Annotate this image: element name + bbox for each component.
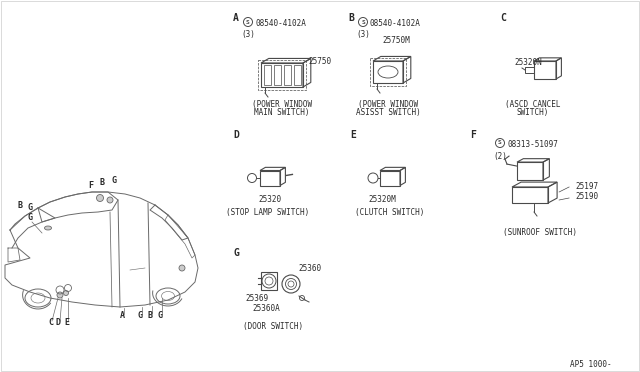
- Text: C: C: [48, 318, 53, 327]
- Text: 25750: 25750: [308, 57, 331, 66]
- Text: 08540-4102A: 08540-4102A: [370, 19, 421, 28]
- Text: 25360A: 25360A: [252, 304, 280, 313]
- Text: MAIN SWITCH): MAIN SWITCH): [254, 108, 310, 117]
- Text: (3): (3): [241, 30, 255, 39]
- Text: S: S: [498, 141, 502, 145]
- Text: S: S: [246, 19, 250, 25]
- Text: F: F: [470, 130, 476, 140]
- Text: G: G: [28, 203, 33, 212]
- Text: A: A: [120, 311, 125, 320]
- Text: 25320M: 25320M: [368, 195, 396, 204]
- Circle shape: [243, 17, 253, 26]
- Circle shape: [495, 138, 504, 148]
- Text: SWITCH): SWITCH): [517, 108, 549, 117]
- Text: A: A: [233, 13, 239, 23]
- Ellipse shape: [45, 226, 51, 230]
- Text: E: E: [64, 318, 69, 327]
- Circle shape: [57, 292, 63, 298]
- Text: 25197: 25197: [575, 182, 598, 191]
- Text: E: E: [350, 130, 356, 140]
- Circle shape: [179, 265, 185, 271]
- Text: 25320: 25320: [258, 195, 281, 204]
- Text: B: B: [348, 13, 354, 23]
- Text: G: G: [28, 213, 33, 222]
- Text: (2): (2): [493, 152, 507, 161]
- Text: (SUNROOF SWITCH): (SUNROOF SWITCH): [503, 228, 577, 237]
- Text: (POWER WINDOW: (POWER WINDOW: [252, 100, 312, 109]
- Text: 08313-51097: 08313-51097: [507, 140, 558, 149]
- Text: B: B: [148, 311, 153, 320]
- Text: F: F: [88, 181, 93, 190]
- Text: 25360: 25360: [298, 264, 321, 273]
- Text: (ASCD CANCEL: (ASCD CANCEL: [505, 100, 561, 109]
- Text: AP5 1000-: AP5 1000-: [570, 360, 612, 369]
- Text: D: D: [56, 318, 61, 327]
- Text: 25190: 25190: [575, 192, 598, 201]
- Circle shape: [358, 17, 367, 26]
- Text: 25320N: 25320N: [514, 58, 541, 67]
- Text: D: D: [233, 130, 239, 140]
- Text: G: G: [158, 311, 163, 320]
- Text: G: G: [138, 311, 143, 320]
- Text: C: C: [500, 13, 506, 23]
- Text: B: B: [18, 201, 23, 210]
- Circle shape: [97, 195, 104, 202]
- Circle shape: [107, 197, 113, 203]
- Text: S: S: [361, 19, 365, 25]
- Text: (STOP LAMP SWITCH): (STOP LAMP SWITCH): [227, 208, 310, 217]
- Text: B: B: [100, 178, 105, 187]
- Text: (3): (3): [356, 30, 370, 39]
- Text: G: G: [233, 248, 239, 258]
- Text: (POWER WINDOW: (POWER WINDOW: [358, 100, 418, 109]
- Text: 25369: 25369: [245, 294, 268, 303]
- Text: ASISST SWITCH): ASISST SWITCH): [356, 108, 420, 117]
- Text: 08540-4102A: 08540-4102A: [255, 19, 306, 28]
- Text: (DOOR SWITCH): (DOOR SWITCH): [243, 322, 303, 331]
- Text: (CLUTCH SWITCH): (CLUTCH SWITCH): [355, 208, 425, 217]
- Circle shape: [63, 291, 68, 295]
- Text: G: G: [112, 176, 117, 185]
- Text: 25750M: 25750M: [382, 36, 410, 45]
